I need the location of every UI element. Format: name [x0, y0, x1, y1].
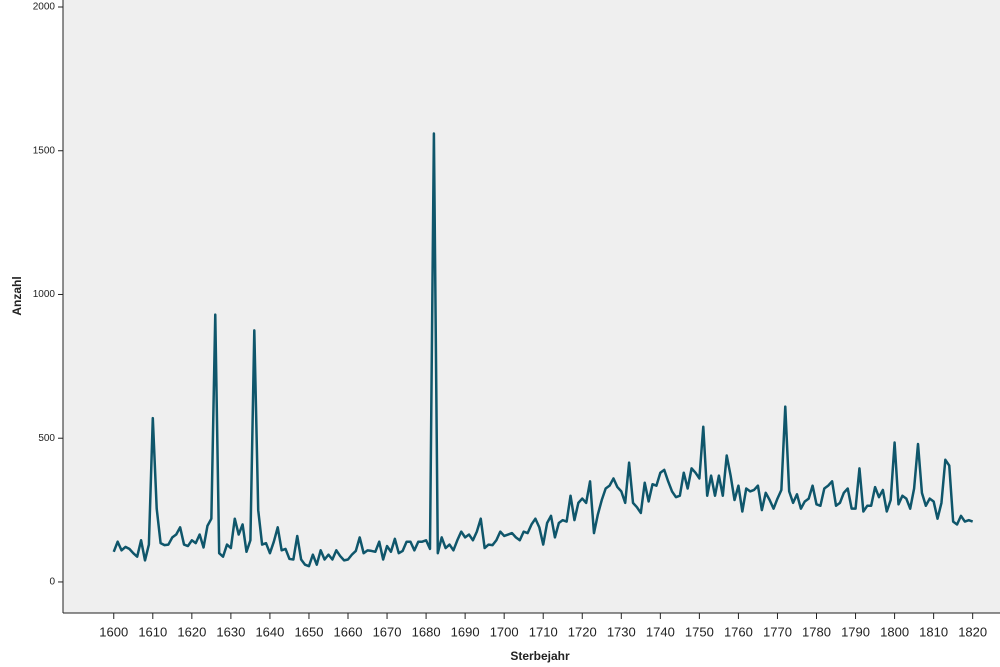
x-tick-label: 1670	[373, 624, 402, 639]
x-tick-label: 1740	[646, 624, 675, 639]
x-tick-label: 1730	[607, 624, 636, 639]
x-tick-label: 1770	[763, 624, 792, 639]
x-axis-label: Sterbejahr	[510, 649, 570, 663]
data-line	[112, 132, 974, 568]
y-tick-label: 500	[38, 433, 55, 444]
x-tick-label: 1710	[529, 624, 558, 639]
y-tick-label: 2000	[33, 2, 56, 13]
y-axis-label: Anzahl	[10, 276, 24, 315]
x-tick-label: 1720	[568, 624, 597, 639]
x-tick-label: 1800	[880, 624, 909, 639]
x-tick-label: 1690	[451, 624, 480, 639]
x-tick-label: 1630	[216, 624, 245, 639]
y-tick-label: 1500	[33, 145, 56, 156]
x-tick-label: 1680	[412, 624, 441, 639]
x-tick-label: 1640	[255, 624, 284, 639]
x-tick-label: 1810	[919, 624, 948, 639]
x-tick-label: 1760	[724, 624, 753, 639]
x-tick-label: 1700	[490, 624, 519, 639]
x-tick-label: 1610	[138, 624, 167, 639]
x-tick-label: 1780	[802, 624, 831, 639]
y-tick-label: 0	[49, 577, 55, 588]
x-tick-label: 1650	[295, 624, 324, 639]
x-tick-label: 1600	[99, 624, 128, 639]
plot-area	[63, 0, 1000, 613]
x-tick-label: 1750	[685, 624, 714, 639]
x-tick-label: 1660	[334, 624, 363, 639]
x-tick-label: 1790	[841, 624, 870, 639]
x-tick-label: 1620	[177, 624, 206, 639]
x-tick-label: 1820	[958, 624, 987, 639]
y-tick-label: 1000	[33, 289, 56, 300]
